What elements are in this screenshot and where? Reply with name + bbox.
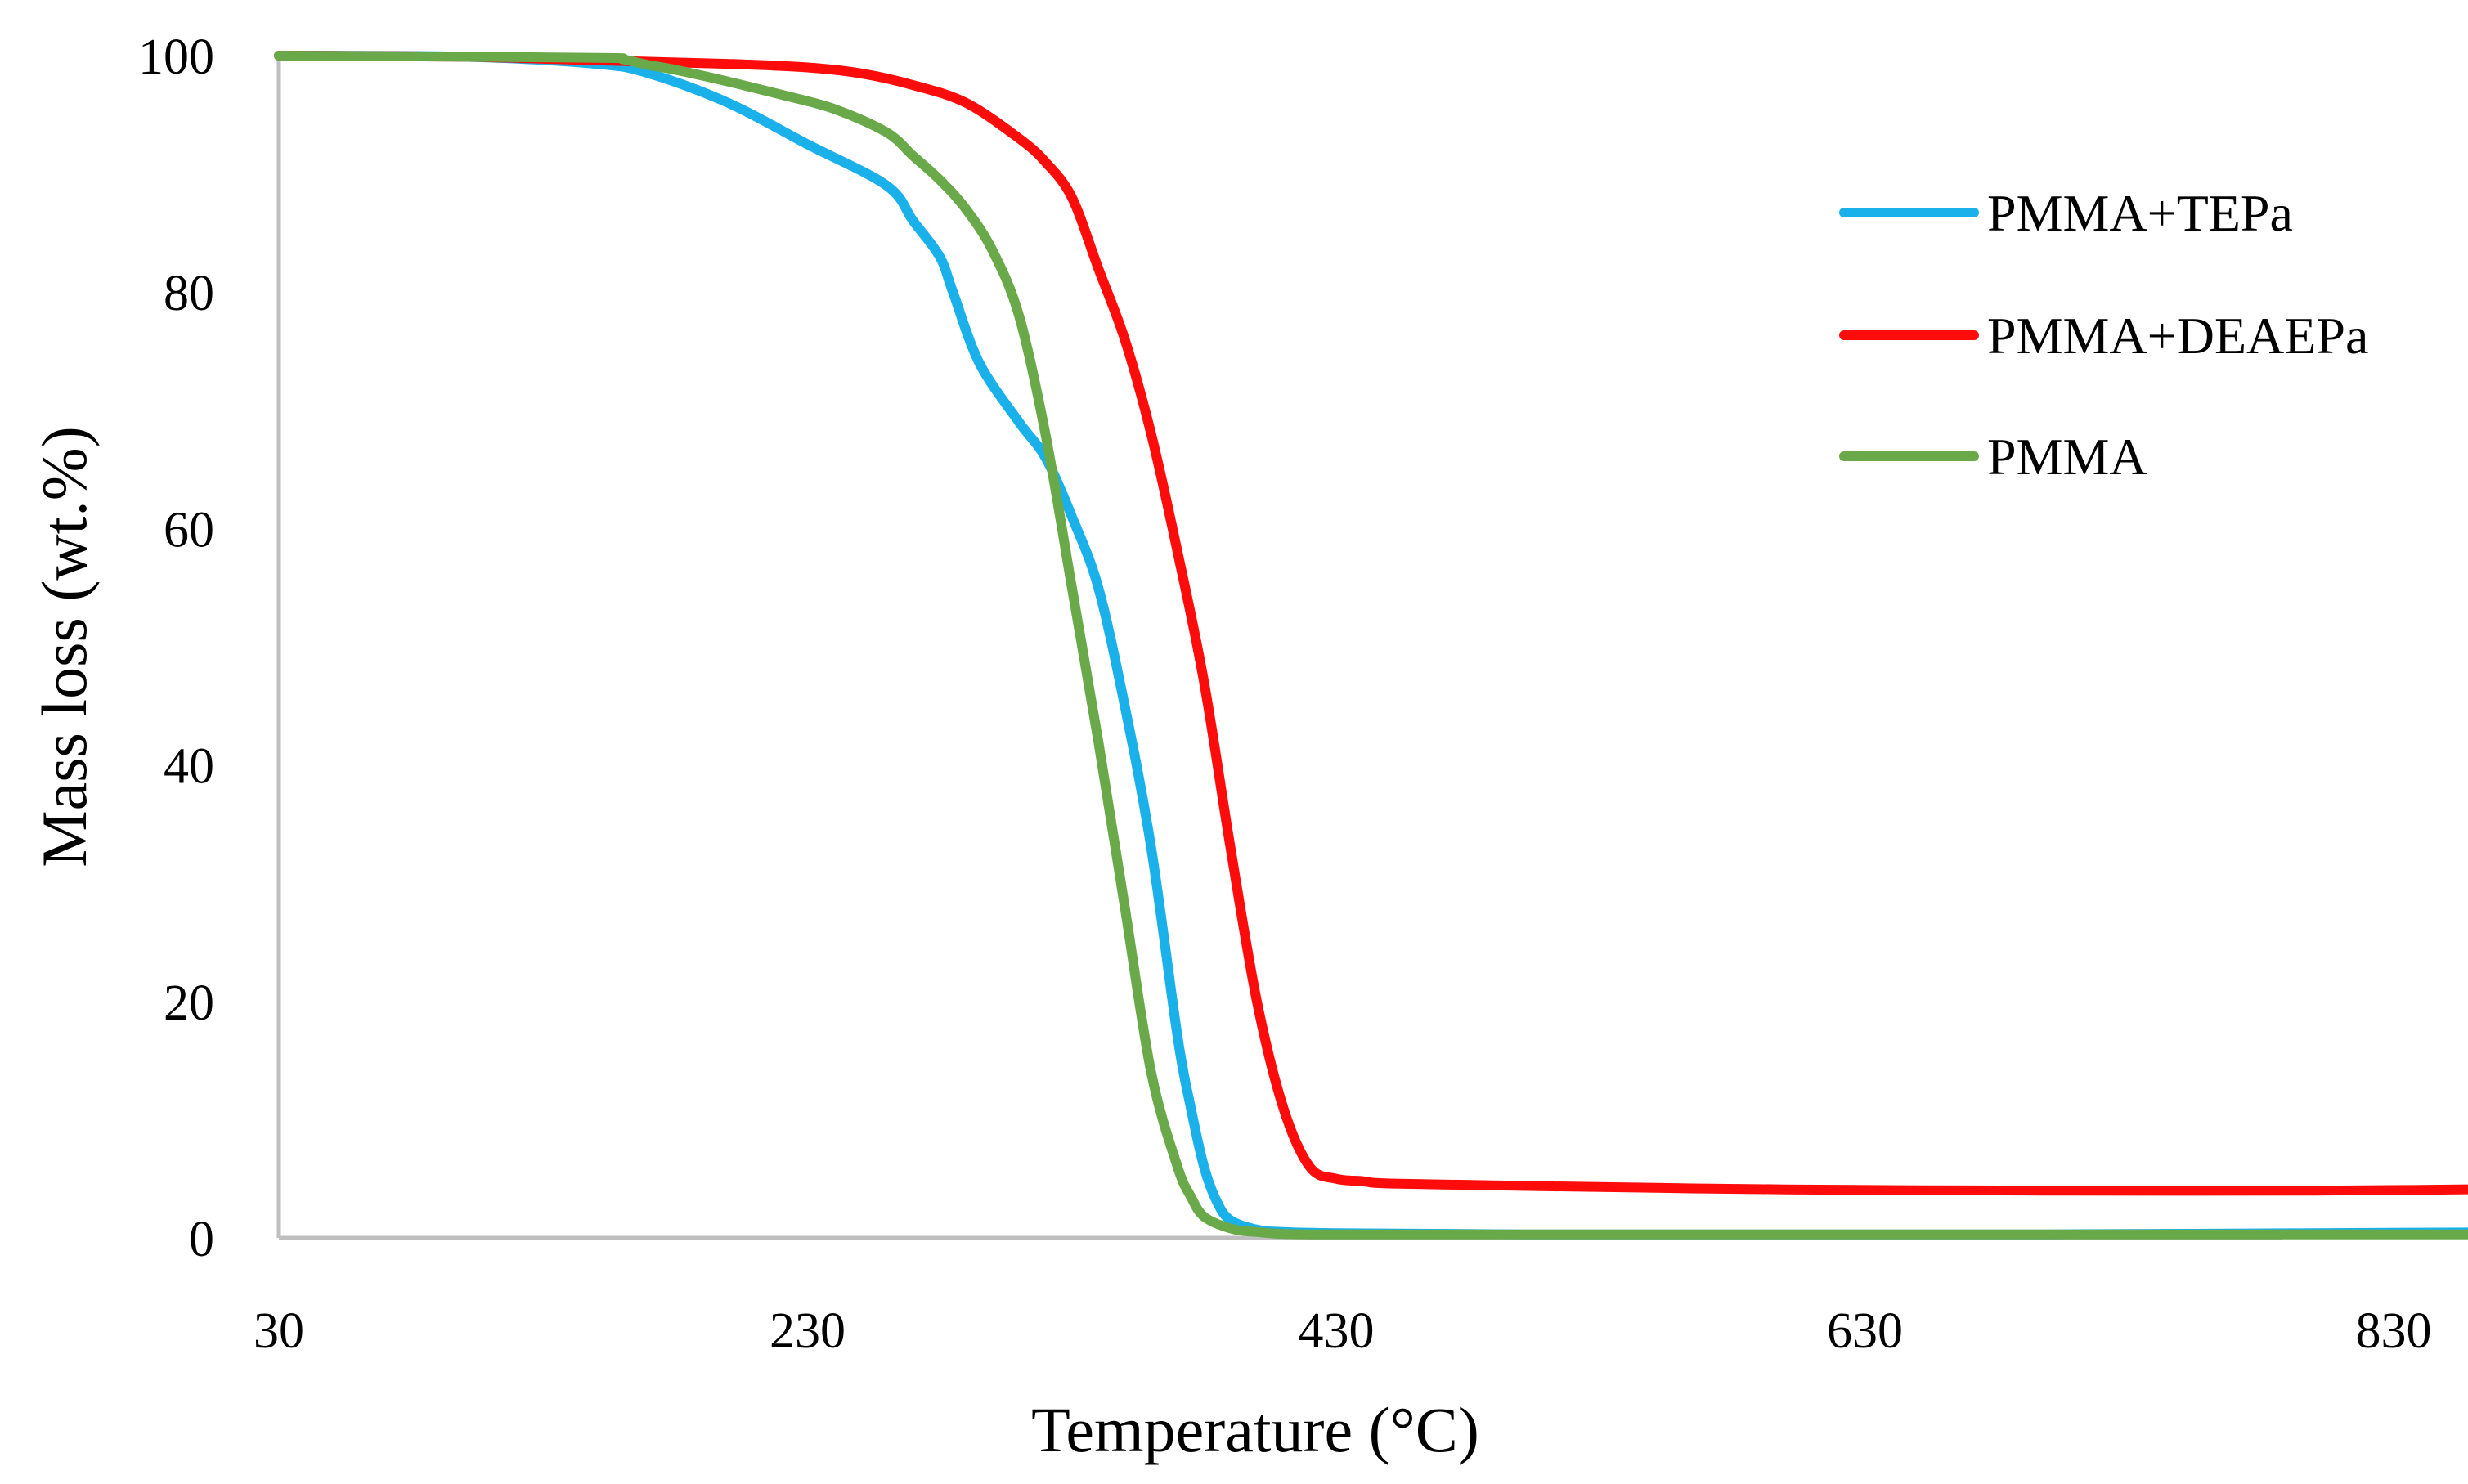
x-tick-label: 230 xyxy=(770,1303,846,1359)
legend-label: PMMA+DEAEPa xyxy=(1987,307,2368,365)
x-tick-label: 430 xyxy=(1299,1303,1375,1359)
y-tick-labels: 0 20 40 60 80 100 xyxy=(138,29,214,1267)
y-tick-label: 0 xyxy=(189,1212,214,1267)
legend: PMMA+TEPa PMMA+DEAEPa PMMA xyxy=(1839,184,2368,486)
x-tick-label: 830 xyxy=(2356,1303,2432,1359)
y-tick-label: 60 xyxy=(164,502,214,558)
y-tick-label: 80 xyxy=(164,266,214,321)
x-tick-label: 30 xyxy=(254,1303,304,1359)
series-layer xyxy=(274,51,2468,1240)
x-tick-labels: 30 230 430 630 830 xyxy=(254,1303,2432,1359)
plot-area xyxy=(274,51,2468,1240)
y-tick-label: 40 xyxy=(164,739,214,795)
y-tick-label: 100 xyxy=(138,29,214,85)
x-axis-title: Temperature (°C) xyxy=(1031,1394,1479,1465)
y-tick-label: 20 xyxy=(164,975,214,1031)
series-line-pmma xyxy=(274,51,2468,1240)
legend-label: PMMA xyxy=(1987,428,2147,486)
x-tick-label: 630 xyxy=(1827,1303,1903,1359)
legend-label: PMMA+TEPa xyxy=(1987,184,2293,242)
series-line-pmma-deaepa xyxy=(274,51,2468,1196)
y-axis-title: Mass loss (wt.%) xyxy=(29,426,100,868)
